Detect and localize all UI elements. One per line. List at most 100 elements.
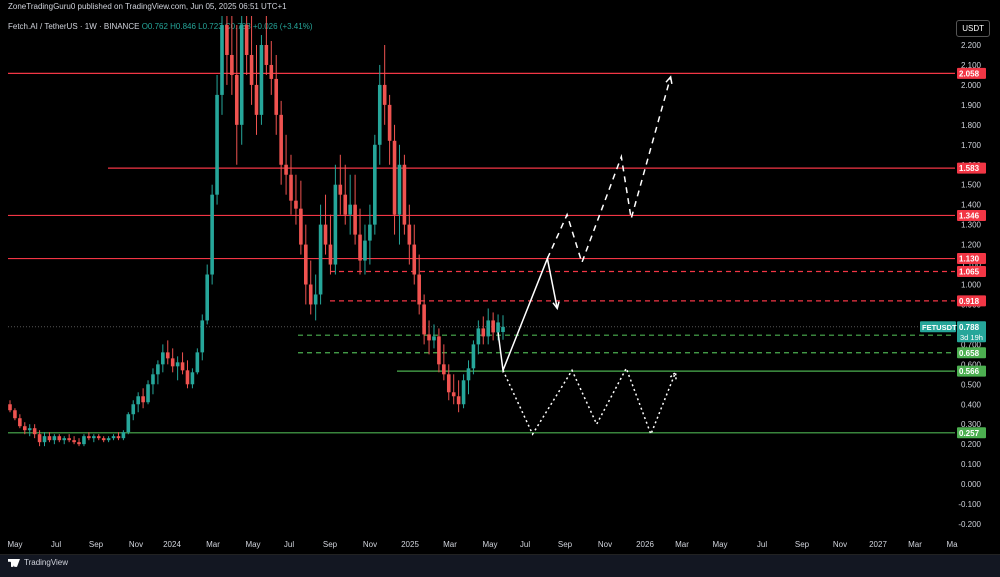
candle-body — [294, 200, 298, 209]
projection-arrowhead-icon — [665, 75, 673, 84]
candle-body — [348, 204, 352, 215]
countdown-label: 3d 19h — [960, 333, 983, 342]
candle-body — [363, 240, 367, 261]
candle-body — [180, 362, 185, 371]
candle-body — [52, 436, 57, 441]
candle-body — [185, 370, 190, 385]
y-tick-label: -0.100 — [958, 500, 981, 509]
price-chart[interactable]: 2.2002.1002.0001.9001.8001.7001.6001.500… — [0, 0, 1000, 554]
candle-body — [437, 336, 441, 365]
symbol-tag: FETUSDT — [922, 323, 957, 332]
y-tick-label: -0.200 — [958, 520, 981, 529]
candle-body — [96, 436, 101, 439]
candle-body — [259, 45, 264, 115]
candle-body — [42, 436, 47, 443]
x-tick-label: Nov — [598, 540, 612, 549]
plot-area — [8, 16, 955, 447]
candle-body — [27, 428, 32, 431]
candle-body — [373, 144, 377, 225]
candle-body — [486, 320, 491, 337]
y-tick-label: 0.300 — [961, 420, 982, 429]
candle-body — [308, 284, 313, 305]
candle-body — [57, 436, 62, 441]
x-tick-label: May — [245, 540, 260, 549]
x-tick-label: 2024 — [163, 540, 181, 549]
symbol-title: Fetch.AI / TetherUS · 1W · BINANCE — [8, 22, 140, 31]
candle-body — [8, 404, 12, 411]
candle-body — [47, 436, 52, 441]
resistance-price-label: 0.918 — [959, 297, 980, 306]
support-price-label: 0.566 — [959, 367, 980, 376]
candle-body — [446, 374, 451, 393]
candle-body — [175, 362, 180, 367]
y-tick-label: 0.600 — [961, 360, 982, 369]
candle-body — [343, 194, 348, 215]
resistance-price-label-bg — [957, 162, 986, 174]
x-tick-label: May — [482, 540, 497, 549]
candle-body — [269, 64, 274, 79]
tradingview-brand[interactable]: TradingView — [8, 558, 68, 567]
resistance-price-label: 1.346 — [959, 211, 980, 220]
top-bar — [0, 0, 1000, 16]
footer-bar — [0, 554, 1000, 577]
candle-body — [170, 358, 175, 367]
x-tick-label: Nov — [833, 540, 847, 549]
projection-path-solid — [497, 255, 558, 374]
candle-body — [451, 392, 456, 397]
x-tick-label: May — [712, 540, 727, 549]
x-tick-label: Nov — [129, 540, 143, 549]
y-tick-label: 2.100 — [961, 61, 982, 70]
resistance-price-label-bg — [957, 253, 986, 265]
candle-body — [254, 84, 259, 115]
candle-body — [67, 438, 71, 441]
candle-body — [402, 164, 407, 225]
candle-body — [289, 174, 293, 201]
candle-body — [417, 274, 421, 305]
candle-body — [87, 436, 91, 439]
support-price-label: 0.257 — [959, 429, 980, 438]
y-tick-label: 0.400 — [961, 400, 982, 409]
candle-body — [82, 436, 86, 445]
candle-body — [116, 436, 121, 439]
candle-body — [225, 25, 229, 55]
currency-button[interactable]: USDT — [956, 20, 990, 37]
candle-body — [195, 352, 200, 373]
candle-body — [313, 294, 318, 305]
candle-body — [491, 320, 495, 333]
candle-body — [496, 322, 500, 333]
x-tick-label: Mar — [908, 540, 922, 549]
candle-body — [18, 418, 22, 427]
candle-body — [353, 204, 357, 235]
resistance-price-label: 1.065 — [959, 268, 980, 277]
candle-body — [146, 384, 150, 403]
candle-body — [230, 54, 234, 75]
projection-path-dotted — [502, 366, 677, 437]
candle-body — [422, 304, 426, 335]
resistance-price-label-bg — [957, 295, 986, 307]
candle-body — [62, 438, 67, 441]
candle-body — [220, 25, 224, 95]
candle-body — [299, 208, 303, 245]
candle-body — [387, 104, 392, 141]
symbol-tag-bg — [920, 321, 956, 333]
candle-body — [397, 164, 402, 215]
y-tick-label: 2.000 — [961, 81, 982, 90]
candle-body — [471, 344, 476, 369]
x-tick-label: Jul — [284, 540, 294, 549]
candle-body — [111, 436, 116, 439]
projection-arrowhead-icon — [552, 301, 560, 311]
candle-body — [77, 442, 81, 445]
support-price-label-bg — [957, 365, 986, 377]
candle-body — [264, 45, 269, 65]
x-tick-label: 2027 — [869, 540, 887, 549]
x-tick-label: Sep — [558, 540, 573, 549]
candle-body — [101, 438, 106, 441]
candle-body — [466, 368, 471, 381]
x-tick-label: 2025 — [401, 540, 419, 549]
y-tick-label: 1.100 — [961, 261, 982, 270]
candle-body — [392, 140, 397, 215]
candle-body — [156, 364, 160, 375]
candle-body — [72, 440, 76, 443]
candle-body — [382, 84, 387, 105]
support-price-label: 0.658 — [959, 349, 980, 358]
